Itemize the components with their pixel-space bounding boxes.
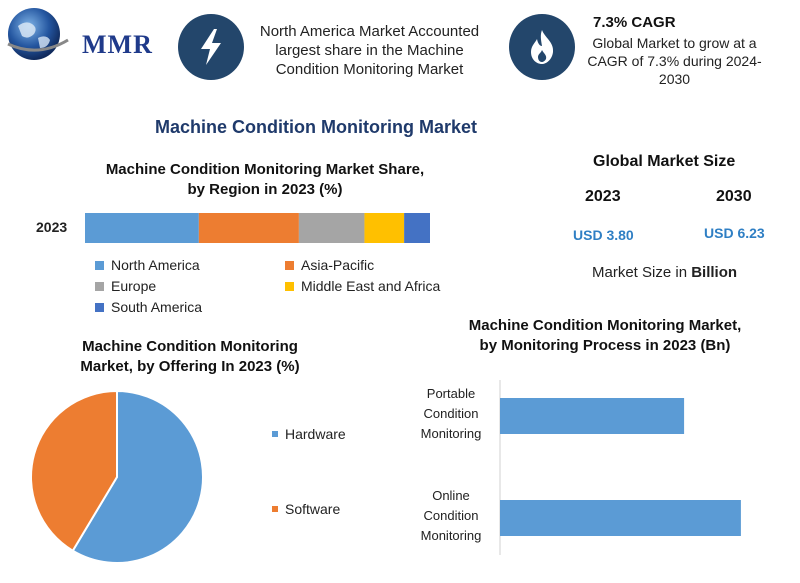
- global-market-title: Global Market Size: [593, 153, 736, 170]
- flame-icon: [531, 30, 554, 64]
- region-stacked-bar: [85, 213, 430, 243]
- global-market-unit-prefix: Market Size in: [592, 264, 692, 281]
- process-chart-title-line1: Machine Condition Monitoring Market,: [468, 317, 742, 334]
- process-category-label: Monitoring: [421, 528, 482, 543]
- pie-legend-software: Software: [272, 501, 340, 517]
- legend-item-south-america: South America: [95, 299, 202, 315]
- global-market-unit-bold: Billion: [691, 264, 738, 281]
- logo: MMR: [4, 4, 164, 64]
- legend-swatch: [95, 302, 104, 312]
- region-bar-segment-europe: [298, 213, 365, 243]
- legend-swatch: [95, 260, 104, 270]
- global-market-value-2030: USD 6.23: [704, 225, 765, 241]
- legend-swatch: [272, 506, 278, 512]
- offering-chart-title-line1: Machine Condition Monitoring: [82, 338, 298, 355]
- legend-item-asia-pacific: Asia-Pacific: [285, 257, 374, 273]
- process-category-label: Monitoring: [421, 426, 482, 441]
- offering-chart-title-line2: Market, by Offering In 2023 (%): [80, 358, 300, 375]
- legend-swatch: [285, 260, 294, 270]
- legend-label: Hardware: [285, 426, 346, 442]
- legend-swatch: [285, 281, 294, 291]
- cagr-text: Global Market to grow at a CAGR of 7.3% …: [587, 35, 762, 87]
- region-category-label: 2023: [36, 219, 68, 235]
- legend-label: South America: [111, 299, 203, 315]
- process-category-label: Condition: [424, 406, 479, 421]
- north-america-text: North America Market Accounted largest s…: [259, 23, 480, 78]
- legend-label: Europe: [111, 278, 157, 294]
- process-category-label: Portable: [427, 386, 475, 401]
- legend-swatch: [95, 281, 104, 291]
- cagr-title: 7.3% CAGR: [593, 14, 676, 31]
- region-bar-segment-asia-pacific: [198, 213, 299, 243]
- process-bar-portable: [500, 398, 685, 434]
- region-legend: North America Asia-Pacific Europe Middle…: [95, 257, 495, 319]
- region-bar-segment-north-america: [85, 213, 199, 243]
- lightning-icon: [201, 29, 221, 65]
- legend-item-europe: Europe: [95, 278, 156, 294]
- pie-legend-hardware: Hardware: [272, 426, 346, 442]
- offering-chart-title: Machine Condition Monitoring Market, by …: [40, 337, 340, 377]
- legend-label: Software: [285, 501, 341, 517]
- globe-icon: [7, 8, 69, 60]
- process-category-label: Online: [432, 488, 470, 503]
- north-america-badge: [178, 14, 244, 80]
- offering-pie-chart: [30, 389, 204, 564]
- region-chart-title: Machine Condition Monitoring Market Shar…: [70, 160, 460, 200]
- legend-item-north-america: North America: [95, 257, 200, 273]
- legend-label: Asia-Pacific: [301, 257, 375, 273]
- region-bar-segment-south-america: [404, 213, 430, 243]
- global-market-year-2030: 2030: [716, 188, 752, 205]
- global-market-value-2023: USD 3.80: [573, 227, 634, 243]
- global-market-unit: Market Size in Billion: [592, 264, 737, 281]
- legend-item-middle-east-africa: Middle East and Africa: [285, 278, 440, 294]
- legend-label: Middle East and Africa: [301, 278, 441, 294]
- legend-label: North America: [111, 257, 200, 273]
- region-chart-title-line2: by Region in 2023 (%): [187, 181, 343, 198]
- process-category-label: Condition: [424, 508, 479, 523]
- region-bar-segment-middle-east-and-africa: [364, 213, 405, 243]
- legend-swatch: [272, 431, 278, 437]
- logo-text: MMR: [82, 30, 153, 59]
- page-title: Machine Condition Monitoring Market: [155, 117, 477, 137]
- process-chart-title: Machine Condition Monitoring Market, by …: [440, 316, 770, 356]
- cagr-badge: [509, 14, 575, 80]
- global-market-year-2023: 2023: [585, 188, 621, 205]
- process-bar-online: [500, 500, 741, 536]
- region-chart-title-line1: Machine Condition Monitoring Market Shar…: [105, 161, 425, 178]
- process-chart-title-line2: by Monitoring Process in 2023 (Bn): [479, 337, 731, 354]
- pie-slice-software: [30, 389, 118, 553]
- process-bar-chart: Portable Condition Monitoring Online Conditi…: [421, 380, 741, 555]
- pie-slice-hardware: [71, 389, 204, 564]
